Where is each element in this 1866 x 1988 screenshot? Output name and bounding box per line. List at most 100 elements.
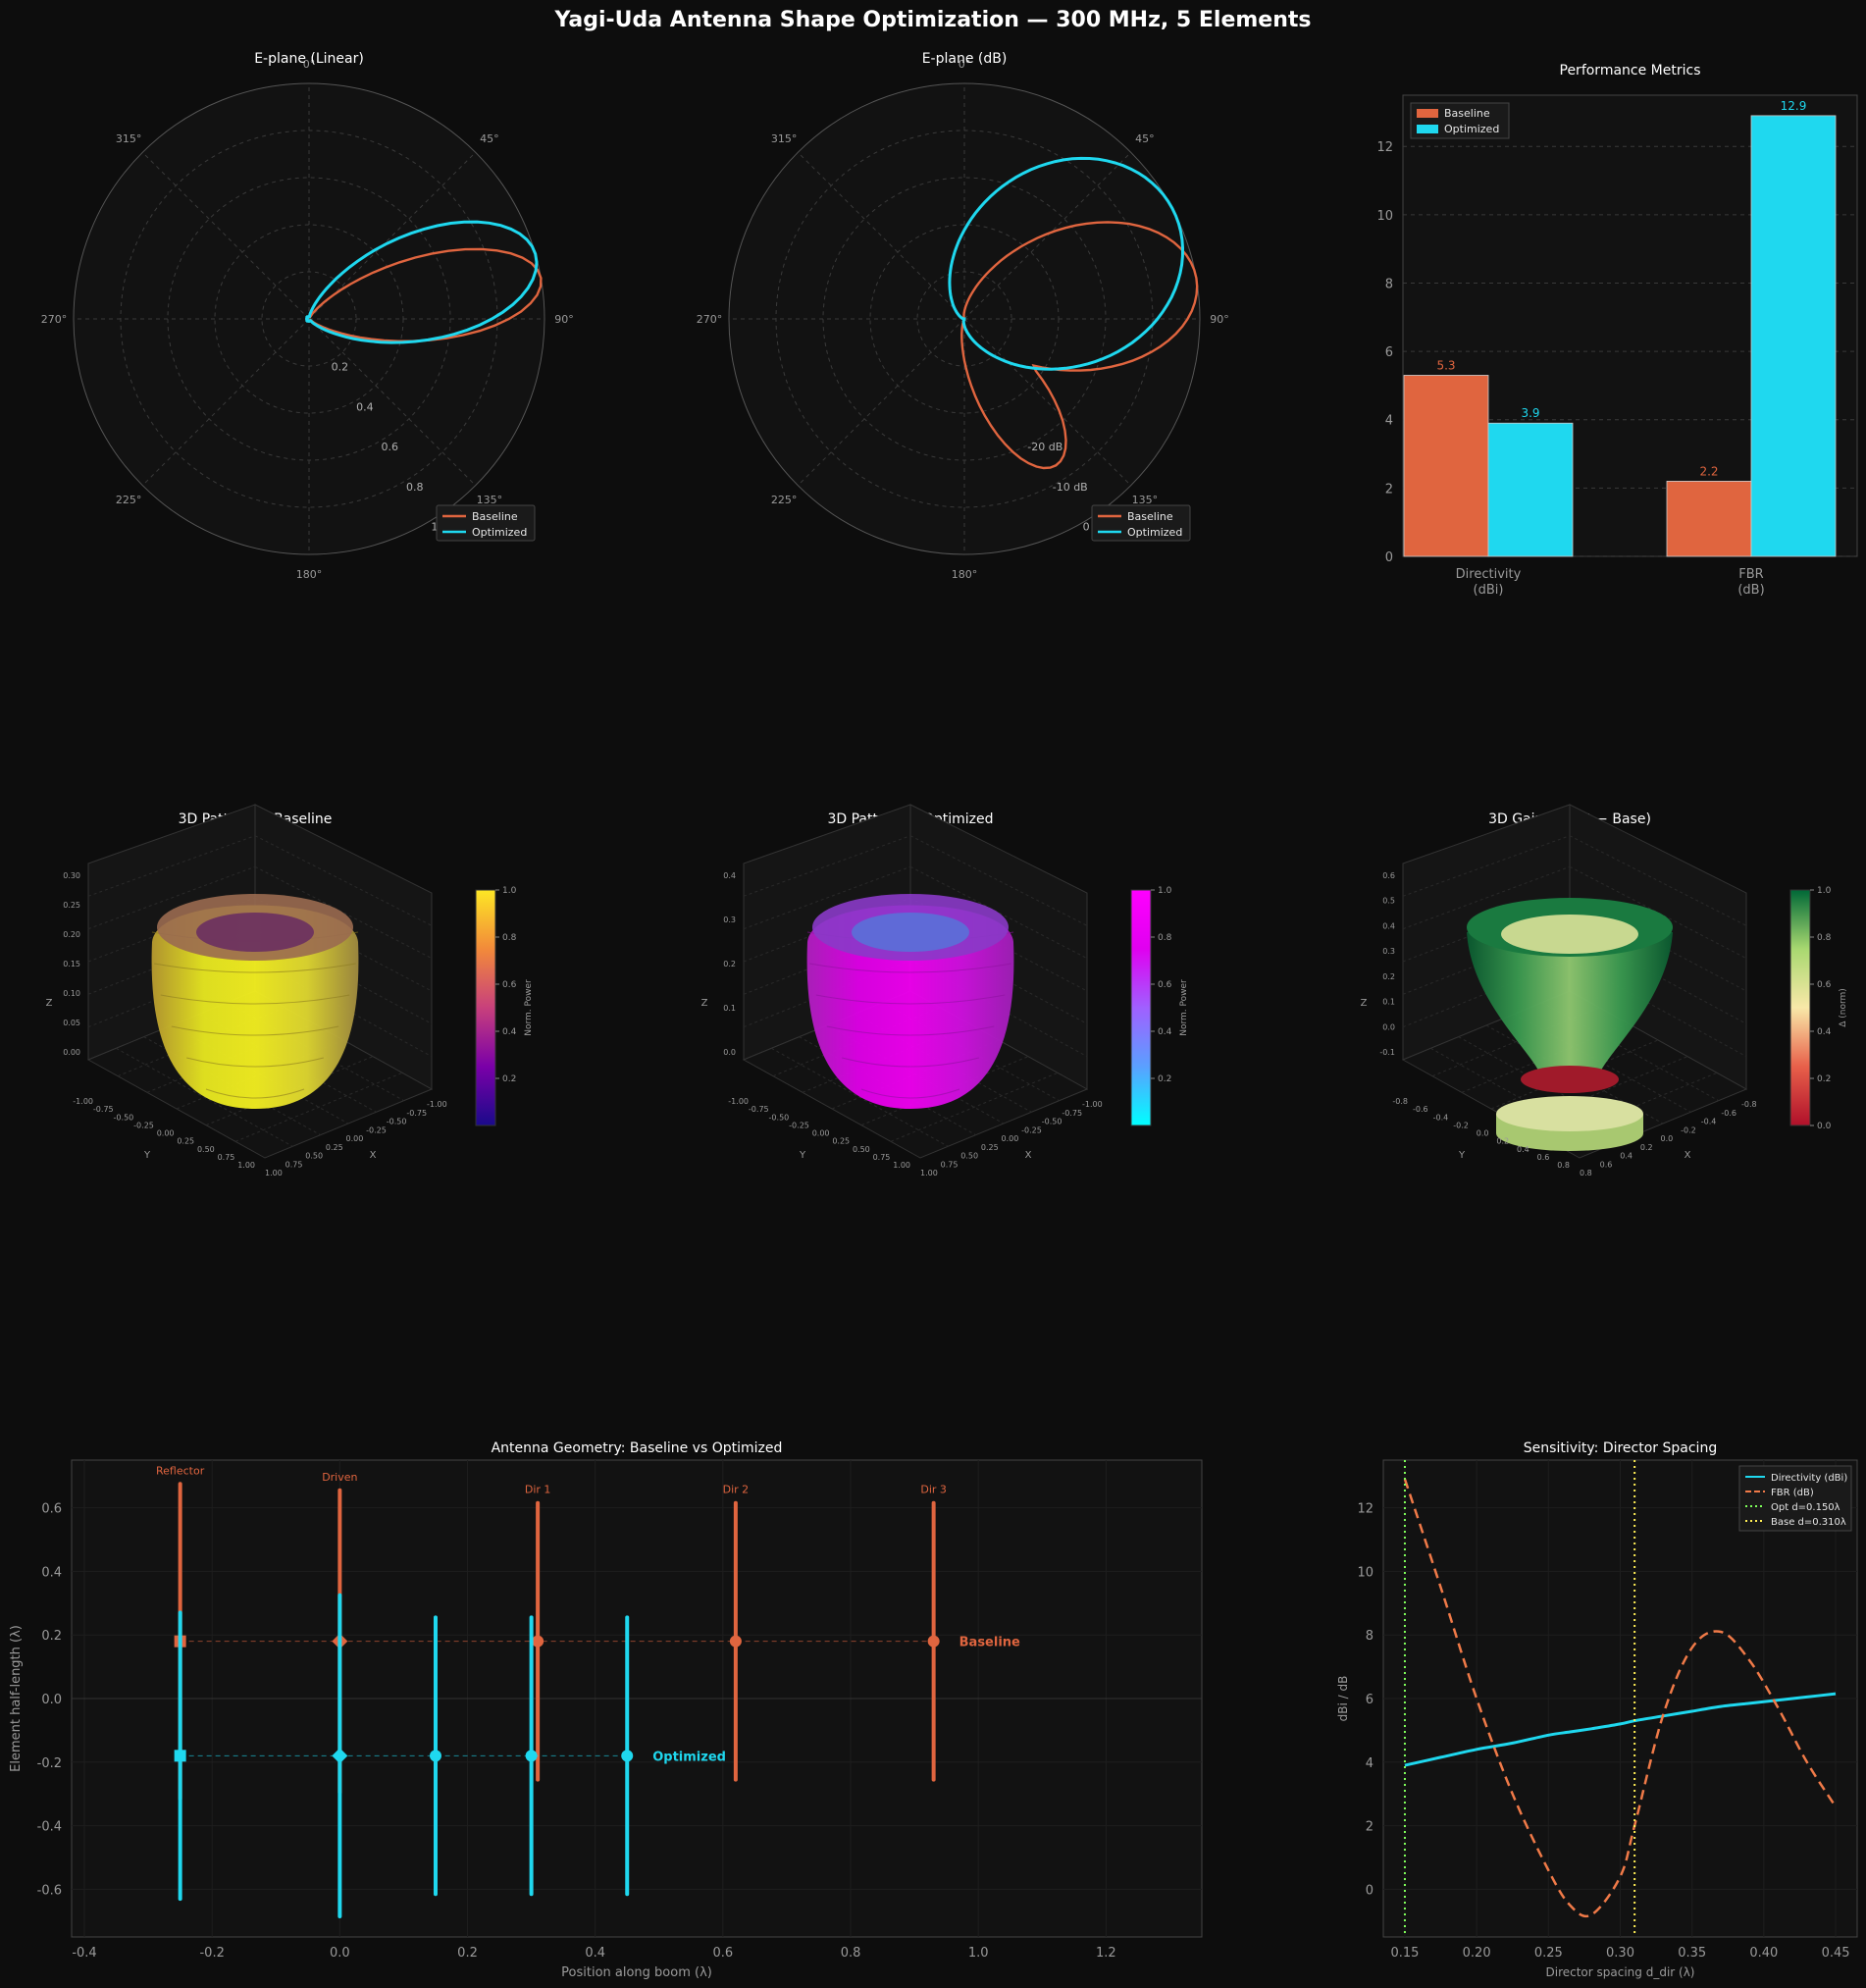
y-tick-label: 4 [1366,1756,1374,1771]
x-tick-label: 0.40 [1749,1946,1778,1961]
z-tick-label: 0.4 [1382,921,1395,930]
angle-tick-label: 180° [296,568,323,581]
colorbar-tick-label: 1.0 [1158,886,1172,896]
y-tick-label: -1.00 [73,1097,93,1106]
series-label: Baseline [959,1636,1020,1650]
element-marker [729,1635,742,1648]
x-tick-label: 0.8 [1580,1169,1592,1177]
z-tick-label: 0.3 [1382,947,1395,956]
polar-spoke [797,318,965,487]
legend-label: Baseline [472,510,518,523]
surface-band [815,994,1006,1005]
y-tick-label: -0.50 [114,1113,134,1122]
colorbar-label: Δ (norm) [1839,988,1848,1027]
y-tick-label: 2 [1385,482,1393,497]
box-gridline [1569,897,1747,992]
surface-hole [852,913,969,952]
eplane-linear-panel: 0° 45° 90° 135° 180° 225° 270° 315° 0.2 0.4 0.6 0.8… [41,51,574,581]
z-tick-label: 0.2 [1382,972,1395,981]
legend-swatch [1417,125,1438,133]
element-marker [532,1635,544,1648]
colorbar-label: Norm. Power [524,979,534,1036]
box-gridline [1431,1007,1600,1077]
x-axis-label: Director spacing d_dir (λ) [1546,1965,1695,1979]
y-axis-label: Element half-length (λ) [9,1625,24,1772]
fbr-line [1403,1479,1838,1918]
y-tick-label: 0 [1385,550,1393,565]
directivity-line [1404,1692,1837,1767]
polar-spoke [963,151,1132,320]
y-tick-label: 0.6 [1537,1153,1550,1162]
colorbar-tick-label: 0.8 [502,933,517,943]
polar-spoke [141,151,310,320]
angle-tick-label: 0° [303,58,316,71]
x-tick-label: 0.45 [1822,1946,1850,1961]
z-tick-label: 0.0 [1382,1022,1395,1031]
surface-hole [196,913,314,952]
element-marker [332,1748,348,1764]
surface-baseline-panel: 3D Pattern — Baseline0.000.050.100.150.2… [46,804,534,1177]
angle-tick-label: 225° [771,494,798,506]
z-tick-label: 0.2 [723,960,736,968]
x-tick-label: -0.6 [1721,1109,1736,1118]
angle-tick-label: 0° [959,58,971,71]
x-tick-label: 0.25 [326,1143,343,1152]
y-tick-label: -1.00 [728,1097,749,1106]
surface-funnel [1467,932,1673,1074]
bar-baseline [1666,481,1752,557]
x-tick-label: 0.4 [1620,1152,1633,1161]
x-tick-label: 0.6 [1600,1160,1613,1169]
legend-label: Opt d=0.150λ [1771,1502,1840,1513]
y-tick-label: 0.75 [218,1153,235,1162]
y-tick-label: -0.2 [1453,1121,1469,1129]
y-tick-label: 0.75 [873,1153,891,1162]
y-tick-label: 6 [1385,345,1393,360]
x-tick-label: 0.00 [1002,1134,1019,1143]
radial-tick-label: 0.2 [332,361,349,374]
bar-value-label: 2.2 [1699,464,1718,478]
y-axis-label: Y [799,1150,806,1161]
x-tick-label: 1.00 [920,1169,938,1177]
colorbar-tick-label: 0.2 [502,1074,516,1084]
y-tick-label: -0.6 [1413,1105,1428,1114]
element-label: Dir 1 [525,1484,551,1496]
x-axis-label: Position along boom (λ) [561,1965,712,1980]
x-tick-label: -0.4 [1701,1118,1717,1126]
surface-ring-top [1496,1096,1643,1131]
colorbar-tick-label: 0.2 [1817,1074,1831,1084]
y-tick-label: -0.4 [37,1820,62,1835]
x-tick-label: -0.25 [366,1125,387,1134]
box-gridline [87,865,256,930]
bar-value-label: 12.9 [1781,99,1807,113]
y-tick-label: 2 [1366,1820,1374,1835]
radial-tick-label: 0.6 [382,441,399,453]
colorbar-tick-label: 0.8 [1158,933,1172,943]
bar-optimized [1750,115,1837,557]
y-tick-label: -0.25 [133,1121,154,1129]
z-axis-label: Z [701,998,708,1009]
panel-title: Sensitivity: Director Spacing [1524,1440,1717,1456]
box-gridline [1541,1002,1719,1102]
surface-band [154,963,356,973]
angle-tick-label: 45° [1135,132,1155,145]
legend-label: Optimized [1444,123,1499,135]
colorbar-tick-label: 0.6 [1817,980,1832,990]
legend-label: Optimized [472,526,527,539]
box-gridline [909,897,1088,992]
radial-tick-label: -20 dB [1027,441,1063,453]
box-gridline [87,835,256,897]
y-tick-label: 0.4 [41,1565,62,1580]
x-tick-label: 0.4 [585,1946,605,1961]
x-tick-label: -0.25 [1021,1125,1042,1134]
legend-label: Directivity (dBi) [1771,1473,1847,1484]
x-tick-label: 0.25 [1534,1946,1563,1961]
z-tick-label: 0.6 [1382,871,1395,880]
element-marker [174,1750,186,1762]
x-axis-label: X [370,1150,377,1161]
z-tick-label: 0.1 [723,1004,736,1013]
polar-spoke [308,151,477,320]
surface-hole [1501,915,1638,954]
y-tick-label: 0 [1366,1883,1374,1898]
angle-tick-label: 225° [116,494,142,506]
box-gridline [254,865,433,960]
